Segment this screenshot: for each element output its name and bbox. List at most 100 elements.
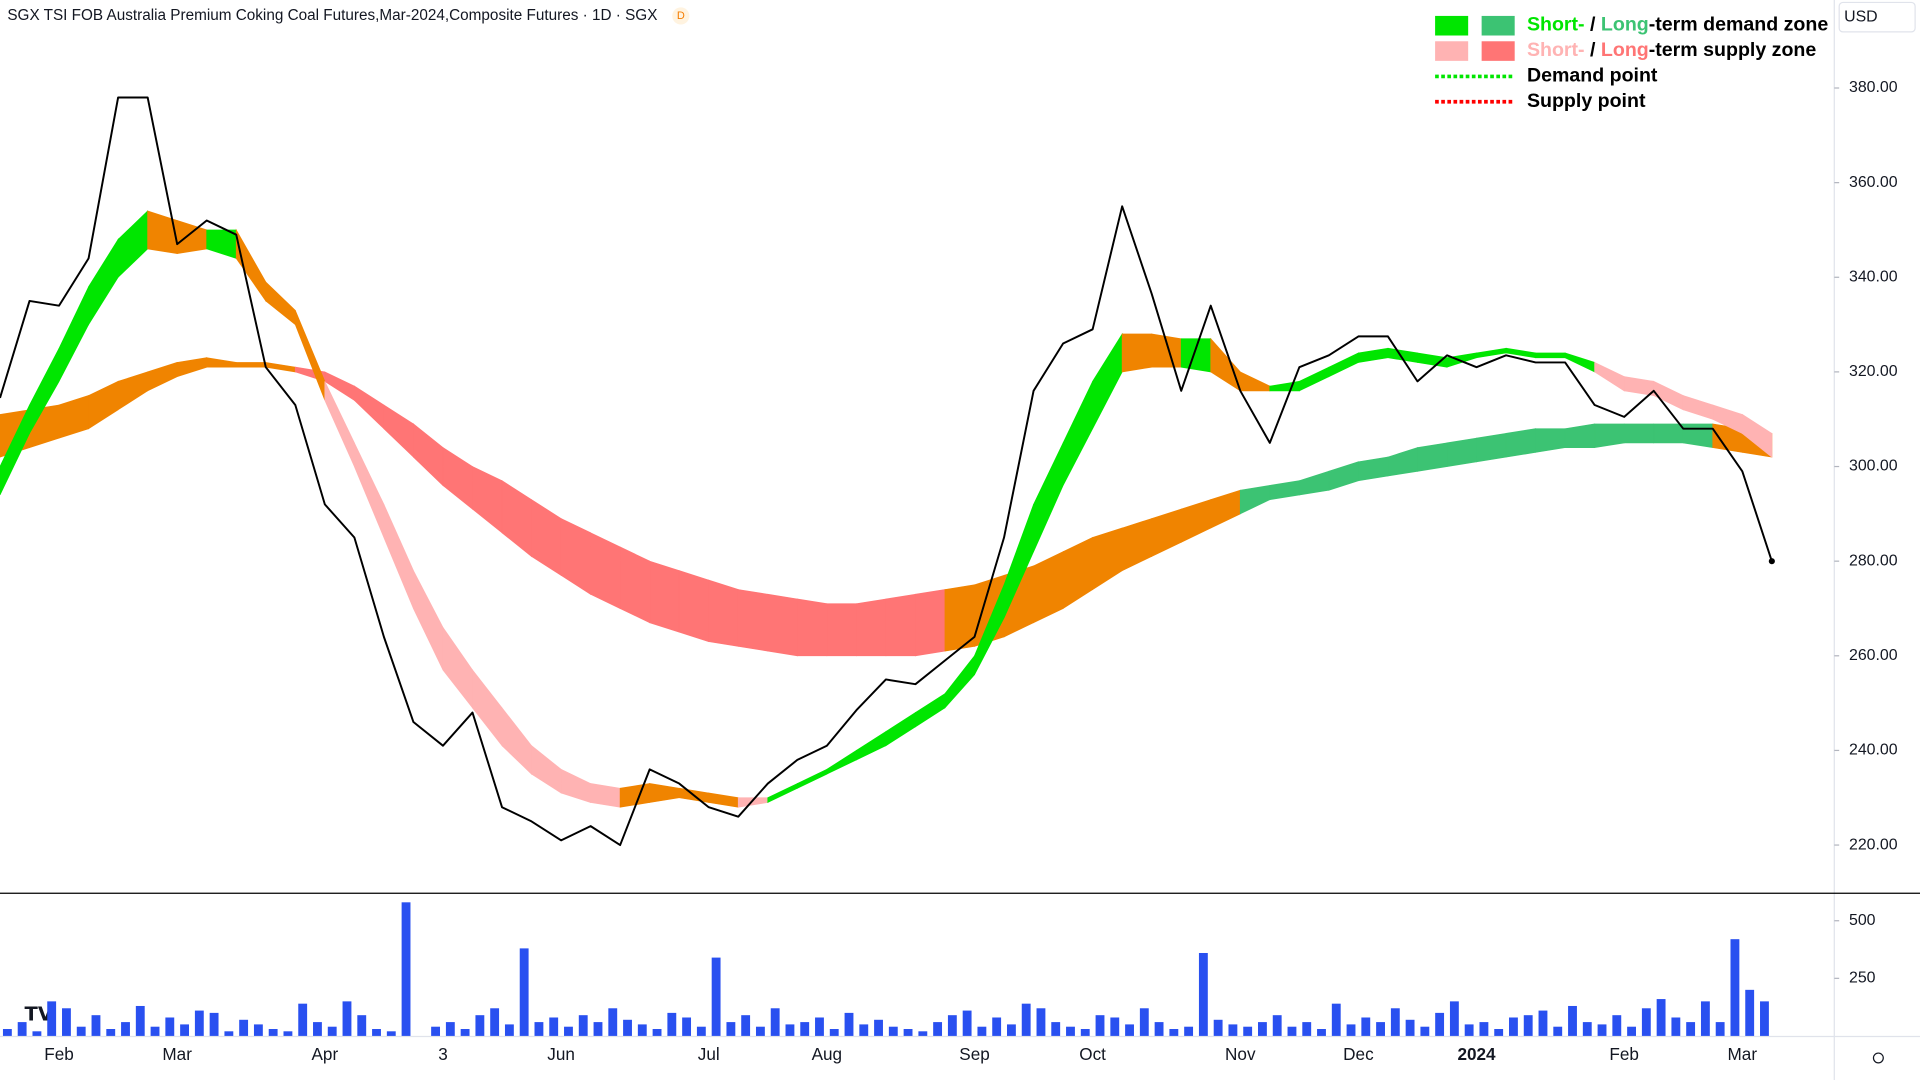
zone-segment — [1239, 485, 1271, 515]
legend-part: Long — [1601, 14, 1649, 36]
zone-segment — [206, 229, 237, 259]
legend-swatch — [1435, 41, 1469, 61]
volume-bar — [490, 1008, 500, 1036]
currency[interactable]: USD — [1844, 8, 1878, 25]
volume-bar — [534, 1022, 544, 1036]
volume-bar — [1523, 1015, 1533, 1036]
last-price-dot — [1768, 558, 1775, 565]
currency-box[interactable] — [1838, 1, 1916, 33]
x-tick-label: Mar — [162, 1044, 192, 1064]
volume-bar — [1390, 1008, 1400, 1036]
zone-segment — [1298, 366, 1330, 392]
zone-segment — [1682, 395, 1714, 420]
y-tick-label: 240.00 — [1849, 742, 1898, 759]
zone-segment — [353, 442, 385, 538]
volume-bar — [1597, 1024, 1607, 1036]
legend-swatch — [1481, 41, 1515, 61]
zone-segment — [1298, 470, 1330, 496]
volume-bar — [224, 1031, 234, 1036]
x-tick-label: Jul — [698, 1044, 720, 1064]
volume-bar — [918, 1031, 928, 1036]
zone-segment — [885, 711, 916, 747]
settings-icon[interactable] — [1872, 1052, 1884, 1064]
zone-segment — [117, 371, 149, 411]
zone-segment — [1239, 371, 1271, 392]
zone-segment — [1417, 442, 1448, 472]
y-tick-label: 320.00 — [1849, 363, 1898, 380]
zone-segment — [383, 404, 414, 458]
x-tick-label: Jun — [547, 1044, 575, 1064]
zone-segment — [1121, 518, 1153, 572]
volume-bar — [150, 1026, 160, 1036]
volume-bar — [1346, 1024, 1356, 1036]
zone-segment — [1269, 480, 1300, 501]
zone-segment — [649, 783, 680, 803]
volume-bar — [947, 1015, 957, 1036]
zone-segment — [1151, 508, 1182, 558]
volume-bar — [91, 1015, 101, 1036]
volume-bar — [1154, 1022, 1164, 1036]
zone-segment — [767, 782, 798, 804]
volume-bar — [549, 1017, 559, 1036]
zone-segment — [1741, 413, 1773, 458]
volume-bar — [564, 1026, 573, 1036]
x-tick-label: Feb — [1609, 1044, 1639, 1064]
x-tick-label: Dec — [1343, 1044, 1374, 1064]
volume-bar — [652, 1029, 662, 1036]
volume-bar — [741, 1015, 751, 1036]
volume-bar — [372, 1029, 381, 1036]
volume-bar — [874, 1019, 883, 1036]
volume-bar — [903, 1029, 913, 1036]
legend-label: Short- / Long-term demand zone — [1527, 14, 1828, 36]
zone-segment — [856, 598, 887, 657]
zone-segment — [1062, 536, 1093, 610]
volume-bar — [1021, 1003, 1031, 1036]
volume-bar — [194, 1010, 204, 1036]
volume-bar — [1095, 1015, 1105, 1036]
zone-segment — [590, 783, 621, 808]
volume-bar — [578, 1015, 588, 1036]
zone-segment — [88, 380, 119, 430]
zone-segment — [294, 310, 326, 401]
volume-bar — [623, 1019, 632, 1036]
zone-segment — [442, 626, 473, 709]
volume-bar — [1420, 1026, 1430, 1036]
volume-bar — [1568, 1005, 1577, 1036]
volume-bar — [298, 1003, 308, 1036]
zone-segment — [1446, 437, 1477, 467]
zone-segment — [501, 480, 532, 558]
volume-bar — [667, 1012, 677, 1036]
volume-bar — [1671, 1017, 1681, 1036]
zone-segment — [235, 362, 267, 368]
volume-bar — [401, 902, 411, 1036]
x-tick-label: Nov — [1225, 1044, 1256, 1064]
legend-label: Short- / Long-term supply zone — [1527, 39, 1816, 61]
volume-bar — [504, 1024, 514, 1036]
volume-bar — [1494, 1029, 1504, 1036]
zone-segment — [1121, 333, 1153, 373]
x-tick-label: Mar — [1728, 1044, 1758, 1064]
price-line — [0, 96, 1773, 847]
zone-segment — [265, 362, 296, 373]
y-tick-label: 340.00 — [1849, 268, 1898, 285]
y-tick-label: 220.00 — [1849, 836, 1898, 853]
volume-bar — [1228, 1024, 1238, 1036]
zone-segment — [176, 357, 208, 378]
volume-bar — [1287, 1026, 1297, 1036]
zone-segment — [678, 570, 710, 643]
volume-bar — [770, 1008, 780, 1036]
volume-bar — [726, 1022, 736, 1036]
badge-bg — [672, 7, 690, 25]
zone-segment — [1623, 423, 1655, 444]
volume-bar — [1258, 1022, 1267, 1036]
zone-segment — [1180, 499, 1212, 543]
volume-bar — [1686, 1022, 1696, 1036]
volume-bar — [1509, 1017, 1518, 1036]
volume-bar — [888, 1026, 898, 1036]
zone-segment — [1328, 461, 1359, 491]
zone-segment — [472, 668, 503, 747]
volume-bar — [637, 1024, 647, 1036]
volume-bar — [268, 1029, 278, 1036]
zone-segment — [117, 210, 149, 279]
